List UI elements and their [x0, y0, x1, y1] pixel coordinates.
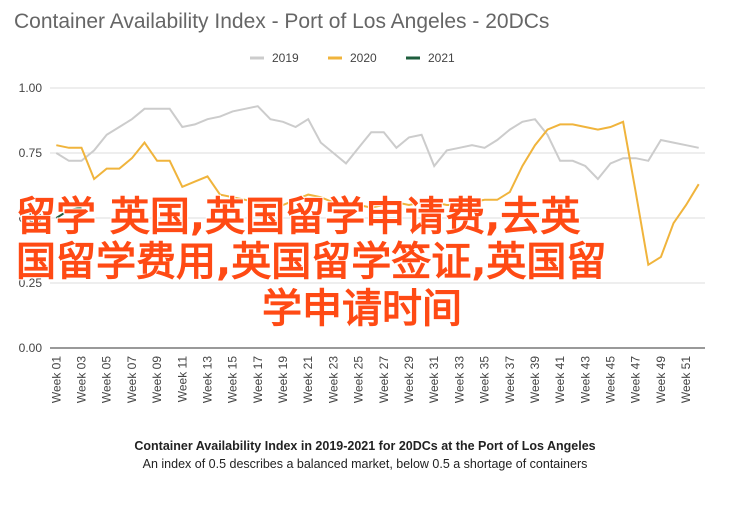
x-tick-label: Week 15	[226, 356, 240, 403]
x-tick-label: Week 27	[377, 356, 391, 403]
legend-label: 2019	[272, 51, 299, 65]
x-tick-label: Week 45	[604, 356, 618, 403]
overlay-text: 留学 英国,英国留学申请费,去英	[16, 194, 581, 240]
x-tick-label: Week 09	[150, 356, 164, 403]
x-tick-label: Week 13	[200, 356, 214, 403]
line-series	[55, 206, 82, 219]
x-tick-label: Week 19	[276, 356, 290, 403]
caption-subtitle: An index of 0.5 describes a balanced mar…	[143, 457, 588, 471]
x-tick-label: Week 37	[503, 356, 517, 403]
x-tick-label: Week 43	[578, 356, 592, 403]
y-tick-label: 0.00	[19, 341, 43, 355]
line-series	[55, 105, 699, 181]
legend-label: 2021	[428, 51, 455, 65]
x-tick-label: Week 47	[629, 356, 643, 403]
caption-title: Container Availability Index in 2019-202…	[134, 439, 595, 453]
x-tick-label: Week 35	[478, 356, 492, 403]
overlay-text: 国留学费用,英国留学签证,英国留	[16, 239, 606, 285]
x-tick-label: Week 25	[352, 356, 366, 403]
x-tick-label: Week 17	[251, 356, 265, 403]
y-tick-label: 1.00	[19, 81, 43, 95]
x-tick-label: Week 23	[326, 356, 340, 403]
x-tick-label: Week 51	[679, 356, 693, 403]
y-tick-label: 0.50	[19, 211, 43, 225]
y-tick-label: 0.75	[19, 146, 43, 160]
overlay-text: 学申请时间	[262, 286, 462, 332]
x-tick-label: Week 05	[100, 356, 114, 403]
x-tick-label: Week 01	[49, 356, 63, 403]
chart-title: Container Availability Index - Port of L…	[14, 10, 549, 33]
x-tick-label: Week 33	[452, 356, 466, 403]
x-tick-label: Week 41	[553, 356, 567, 403]
x-tick-label: Week 21	[301, 356, 315, 403]
legend-label: 2020	[350, 51, 377, 65]
line-series	[56, 120, 700, 267]
x-tick-label: Week 31	[427, 356, 441, 403]
x-tick-label: Week 39	[528, 356, 542, 403]
x-tick-label: Week 03	[74, 356, 88, 403]
x-tick-label: Week 11	[175, 356, 189, 403]
x-tick-label: Week 07	[125, 356, 139, 403]
x-tick-label: Week 29	[402, 356, 416, 403]
x-tick-label: Week 49	[654, 356, 668, 403]
y-tick-label: 0.25	[19, 276, 43, 290]
